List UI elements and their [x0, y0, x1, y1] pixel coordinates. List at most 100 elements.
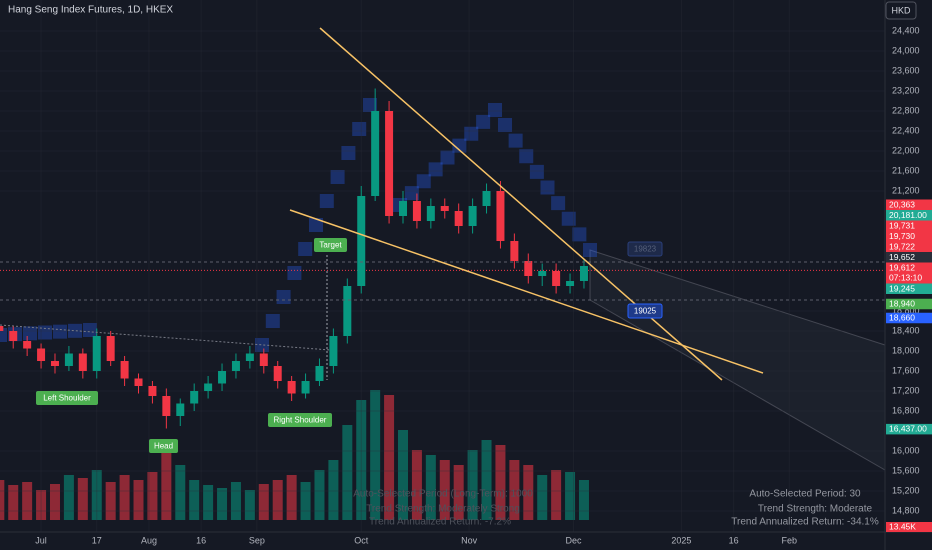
- x-tick-label: 16: [196, 535, 206, 545]
- annotation: 19823: [634, 245, 657, 254]
- annotation: Right Shoulder: [274, 416, 327, 425]
- candle-body: [245, 353, 254, 361]
- renko-box: [255, 338, 269, 352]
- y-tick-label: 16,000: [892, 445, 920, 455]
- volume-bar: [119, 475, 130, 520]
- renko-box: [572, 227, 587, 242]
- annotation-box: [627, 303, 663, 319]
- y-tick-label: 23,600: [892, 65, 920, 75]
- volume-bar: [578, 480, 589, 520]
- volume-bar: [203, 485, 214, 520]
- candle-body: [329, 336, 338, 366]
- volume-bar: [328, 460, 339, 520]
- renko-box: [341, 146, 356, 160]
- trend-line: [319, 27, 723, 381]
- renko-box: [319, 194, 334, 208]
- renko-boxes: [0, 98, 597, 352]
- volume-bar: [22, 482, 33, 520]
- candle-body: [399, 201, 408, 216]
- price-tag-label: 19,731: [889, 220, 915, 230]
- volume-bar: [537, 475, 548, 520]
- renko-box: [540, 180, 555, 195]
- chart-title: Hang Seng Index Futures, 1D, HKEX: [8, 5, 173, 16]
- price-tag: [886, 210, 932, 221]
- countdown: 07:13:10: [889, 272, 922, 282]
- y-tick-label: 21,600: [892, 165, 920, 175]
- volume-bar: [411, 450, 422, 520]
- renko-box: [498, 118, 512, 132]
- candle-body: [482, 191, 491, 206]
- renko-box: [363, 98, 377, 112]
- stat-text: Trend Strength: Moderate: [758, 504, 873, 515]
- candle-body: [176, 403, 185, 416]
- renko-box: [476, 114, 491, 129]
- volume-tag: [886, 522, 932, 532]
- renko-box: [452, 138, 467, 153]
- currency[interactable]: HKD: [891, 5, 911, 15]
- renko-box: [519, 149, 534, 164]
- stat-text: Trend Annualized Return: -7.2%: [369, 517, 511, 528]
- annotation-box: [314, 238, 347, 252]
- y-tick-label: 15,200: [892, 485, 920, 495]
- candle-body: [385, 111, 394, 216]
- renko-box: [352, 122, 367, 136]
- price-tag: [886, 312, 932, 324]
- renko-box: [0, 328, 7, 342]
- y-tick-label: 18,400: [892, 325, 920, 335]
- volume-bar: [49, 484, 60, 520]
- candle-body: [273, 366, 282, 381]
- price-tag-label: 19,245: [889, 283, 915, 293]
- candle-body: [343, 286, 352, 336]
- volume-bar: [286, 475, 297, 520]
- candle-body: [134, 378, 143, 386]
- volume-bar: [495, 445, 506, 520]
- y-tick-label: 21,200: [892, 185, 920, 195]
- candle-body: [37, 348, 46, 361]
- volume-bar: [453, 465, 464, 520]
- renko-box: [265, 314, 280, 328]
- currency-box[interactable]: [885, 1, 917, 20]
- y-tick-label: 15,600: [892, 465, 920, 475]
- volume-bar: [425, 455, 436, 520]
- candle-body: [538, 271, 547, 276]
- candle-body: [120, 361, 129, 379]
- candle-body: [468, 206, 477, 226]
- y-tick-label: 24,000: [892, 45, 920, 55]
- stat-text: Trend Annualized Return: -34.1%: [731, 517, 879, 528]
- candle-body: [357, 196, 366, 286]
- candle-body: [496, 191, 505, 241]
- volume-bar: [384, 395, 395, 520]
- volume-bar: [91, 470, 102, 520]
- price-tag: [886, 199, 932, 210]
- x-tick-label: Oct: [354, 535, 369, 545]
- volume-bar: [481, 440, 492, 520]
- renko-box: [583, 243, 597, 257]
- volume-bar: [523, 465, 534, 520]
- annotation: 19025: [634, 307, 657, 316]
- trend-line: [289, 209, 764, 374]
- x-tick-label: Dec: [566, 535, 583, 545]
- candle-body: [190, 391, 199, 404]
- renko-box: [440, 150, 455, 165]
- volume-bar: [105, 482, 116, 520]
- neckline: [0, 324, 331, 351]
- annotation: Left Shoulder: [43, 394, 91, 403]
- grid-layer: [0, 269, 885, 271]
- renko-box: [309, 218, 323, 232]
- candle-body: [92, 336, 101, 371]
- y-tick-label: 14,800: [892, 505, 920, 515]
- price-tag-label: 19,722: [889, 241, 915, 251]
- renko-box: [529, 164, 544, 179]
- x-tick-label: Feb: [782, 535, 798, 545]
- volume-bar: [36, 490, 47, 520]
- renko-box: [68, 323, 82, 338]
- volume-bar: [244, 490, 255, 520]
- candle-body: [106, 336, 115, 361]
- candle-body: [148, 386, 157, 396]
- price-tag: [886, 298, 932, 310]
- volume-bar: [258, 484, 269, 520]
- y-tick-label: 16,800: [892, 405, 920, 415]
- price-tag: [886, 231, 932, 242]
- candle-body: [440, 206, 449, 211]
